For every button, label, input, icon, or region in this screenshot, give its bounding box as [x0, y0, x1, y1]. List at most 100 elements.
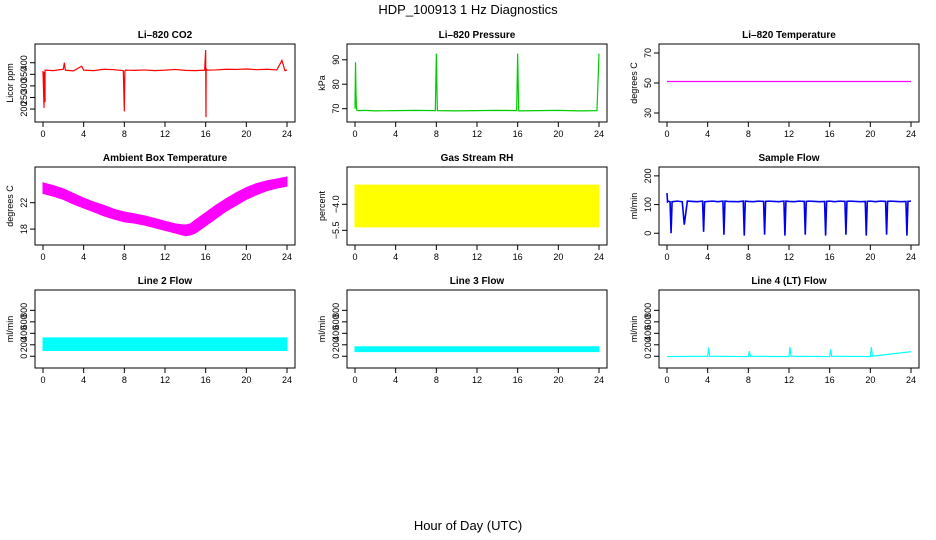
y-tick-label: 70 — [643, 48, 653, 58]
x-tick-label: 8 — [434, 252, 439, 262]
y-tick-label: 30 — [643, 108, 653, 118]
x-tick-label: 8 — [122, 252, 127, 262]
x-tick-label: 8 — [122, 129, 127, 139]
x-tick-label: 12 — [784, 252, 794, 262]
x-tick-label: 12 — [472, 375, 482, 385]
x-tick-label: 24 — [282, 252, 292, 262]
plot-frame — [346, 289, 608, 369]
plot-frame — [34, 43, 296, 123]
x-tick-label: 12 — [472, 129, 482, 139]
series-line-co2 — [42, 49, 288, 118]
y-tick-label: 300 — [19, 78, 29, 93]
y-tick-label: 350 — [19, 67, 29, 82]
series-line-line4 — [666, 347, 912, 358]
y-axis-label: degrees C — [5, 185, 15, 227]
x-tick-label: 0 — [40, 252, 45, 262]
panel-sample: Sample Flow 0 4 8 12 16 20 24 0 100 200 ml/min — [629, 153, 920, 262]
x-tick-label: 20 — [553, 129, 563, 139]
x-tick-label: 12 — [160, 375, 170, 385]
x-tick-label: 4 — [705, 375, 710, 385]
x-tick-label: 8 — [746, 129, 751, 139]
y-tick-label: 800 — [331, 303, 341, 318]
y-tick-label: 800 — [643, 303, 653, 318]
panel-line4: Line 4 (LT) Flow 0 4 8 12 16 20 24 0 200400600800… — [629, 276, 920, 385]
x-tick-label: 20 — [241, 129, 251, 139]
x-tick-label: 16 — [201, 375, 211, 385]
x-tick-label: 4 — [393, 252, 398, 262]
x-tick-label: 4 — [705, 129, 710, 139]
series-band-line3 — [354, 346, 600, 353]
series-band-line2 — [42, 337, 288, 352]
x-tick-label: 20 — [553, 375, 563, 385]
x-tick-label: 20 — [241, 375, 251, 385]
y-tick-label: 200 — [331, 337, 341, 352]
y-tick-label: 250 — [19, 90, 29, 105]
y-tick-label: −5.5 — [331, 221, 341, 239]
x-tick-label: 16 — [513, 252, 523, 262]
series-line-sample — [666, 193, 912, 236]
figure-title: HDP_100913 1 Hz Diagnostics — [378, 2, 558, 17]
y-axis-label: ml/min — [317, 316, 327, 343]
y-axis-label: percent — [317, 190, 327, 221]
panel-temperature: Li–820 Temperature 0 4 8 12 16 20 24 30 50 70 degre… — [629, 30, 920, 139]
x-tick-label: 24 — [282, 129, 292, 139]
panel-rh: Gas Stream RH 0 4 8 12 16 20 24 −5.5 −4.0 percent — [317, 153, 608, 262]
y-axis-label: kPa — [317, 75, 327, 91]
panel-title: Ambient Box Temperature — [103, 153, 228, 164]
x-tick-label: 16 — [825, 252, 835, 262]
y-tick-label: 200 — [19, 337, 29, 352]
y-axis-label: ml/min — [629, 316, 639, 343]
panel-title: Line 4 (LT) Flow — [751, 276, 827, 287]
plot-frame — [34, 166, 296, 246]
y-tick-label: 100 — [643, 197, 653, 212]
x-tick-label: 12 — [784, 375, 794, 385]
y-axis-label: Licor ppm — [5, 63, 15, 103]
x-tick-label: 8 — [746, 375, 751, 385]
x-tick-label: 16 — [201, 129, 211, 139]
x-tick-label: 12 — [472, 252, 482, 262]
panel-title: Li–820 Pressure — [439, 30, 516, 41]
x-tick-label: 0 — [352, 252, 357, 262]
y-tick-label: 600 — [331, 314, 341, 329]
x-tick-label: 4 — [705, 252, 710, 262]
y-tick-label: 800 — [19, 303, 29, 318]
x-tick-label: 16 — [513, 129, 523, 139]
panel-pressure: Li–820 Pressure 0 4 8 12 16 20 24 70 80 90 kPa — [317, 30, 608, 139]
x-tick-label: 16 — [201, 252, 211, 262]
x-tick-label: 0 — [352, 375, 357, 385]
y-axis-label: degrees C — [629, 62, 639, 104]
y-tick-label: 400 — [19, 55, 29, 70]
x-tick-label: 4 — [81, 252, 86, 262]
x-tick-label: 0 — [664, 375, 669, 385]
x-tick-label: 8 — [122, 375, 127, 385]
x-tick-label: 0 — [664, 252, 669, 262]
y-tick-label: 400 — [331, 326, 341, 341]
x-tick-label: 4 — [393, 375, 398, 385]
y-tick-label: −4.0 — [331, 195, 341, 213]
y-tick-label: 400 — [643, 326, 653, 341]
y-tick-label: 50 — [643, 78, 653, 88]
x-tick-label: 0 — [40, 129, 45, 139]
x-tick-label: 24 — [282, 375, 292, 385]
y-tick-label: 0 — [19, 354, 29, 359]
x-tick-label: 0 — [664, 129, 669, 139]
x-tick-label: 24 — [594, 375, 604, 385]
y-axis-label: ml/min — [5, 316, 15, 343]
x-tick-label: 24 — [906, 252, 916, 262]
series-band-ambient — [42, 176, 288, 237]
x-tick-label: 8 — [434, 129, 439, 139]
x-tick-label: 20 — [865, 375, 875, 385]
panel-title: Li–820 Temperature — [742, 30, 836, 41]
x-tick-label: 12 — [784, 129, 794, 139]
x-tick-label: 0 — [40, 375, 45, 385]
x-tick-label: 24 — [594, 252, 604, 262]
y-tick-label: 600 — [643, 314, 653, 329]
x-tick-label: 16 — [825, 375, 835, 385]
x-tick-label: 20 — [865, 252, 875, 262]
panel-title: Line 2 Flow — [138, 276, 193, 287]
y-tick-label: 200 — [643, 337, 653, 352]
x-tick-label: 4 — [81, 129, 86, 139]
